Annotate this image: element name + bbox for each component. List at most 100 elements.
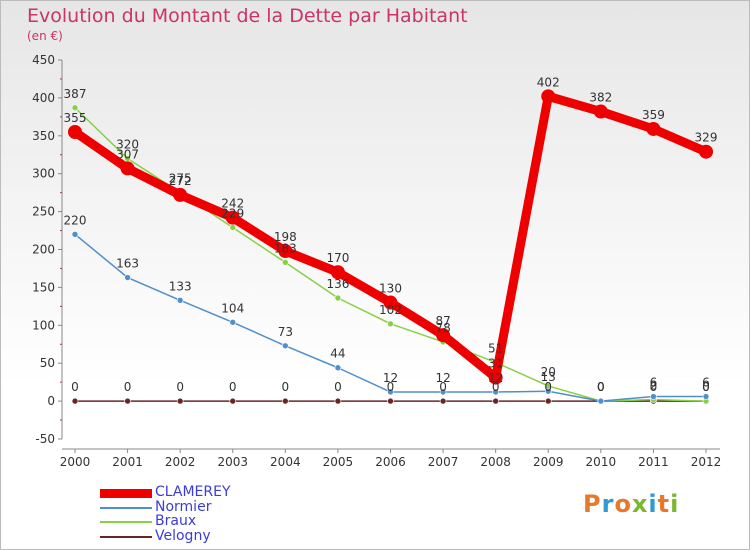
x-tick-label: 2007 <box>428 455 459 469</box>
data-label-braux: 2 <box>650 379 658 393</box>
point-velogny <box>282 397 289 405</box>
point-clamerey <box>699 144 713 159</box>
data-label-braux: 78 <box>435 321 450 335</box>
x-tick-label: 2000 <box>60 455 91 469</box>
data-label-clamerey: 242 <box>221 197 244 211</box>
data-label-clamerey: 198 <box>274 230 297 244</box>
logo-letter: i <box>648 490 658 518</box>
data-label-velogny: 0 <box>334 380 342 394</box>
point-normier <box>334 364 342 372</box>
proxiti-logo: Proxiti <box>583 490 679 518</box>
point-velogny <box>124 397 131 405</box>
data-label-braux: 387 <box>64 87 87 101</box>
point-clamerey <box>120 161 135 176</box>
data-label-normier: 12 <box>488 371 503 385</box>
data-label-clamerey: 307 <box>116 147 139 161</box>
logo-letter: i <box>670 490 680 518</box>
data-label-normier: 6 <box>702 376 710 390</box>
point-clamerey <box>278 244 293 259</box>
point-velogny <box>71 397 79 405</box>
data-label-clamerey: 382 <box>589 91 612 105</box>
legend-label: Braux <box>155 513 197 529</box>
data-label-clamerey: 359 <box>642 108 665 122</box>
data-label-clamerey: 272 <box>169 174 192 188</box>
data-label-braux: 183 <box>274 241 297 255</box>
x-tick-label: 2009 <box>533 455 564 469</box>
point-velogny <box>334 397 342 405</box>
data-label-braux: 0 <box>597 380 605 394</box>
point-clamerey <box>436 328 451 343</box>
data-label-braux: 102 <box>379 303 402 317</box>
data-label-clamerey: 329 <box>695 131 718 145</box>
point-clamerey <box>225 210 240 225</box>
point-clamerey <box>330 265 345 280</box>
data-label-normier: 73 <box>278 325 293 339</box>
x-tick-label: 2003 <box>217 455 248 469</box>
point-braux <box>282 259 289 266</box>
point-braux <box>71 104 79 112</box>
data-label-clamerey: 402 <box>537 75 560 89</box>
point-braux <box>387 320 394 328</box>
data-label-braux: 20 <box>541 365 556 379</box>
x-tick-label: 2005 <box>323 455 354 469</box>
y-tick-label: 250 <box>32 205 55 219</box>
logo-letter: o <box>614 490 632 518</box>
point-braux <box>229 224 237 231</box>
chart-title: Evolution du Montant de la Dette par Hab… <box>27 5 468 27</box>
logo-letter: t <box>657 490 671 518</box>
data-label-velogny: 0 <box>544 380 552 394</box>
data-label-velogny: 0 <box>387 380 395 394</box>
data-label-braux: 229 <box>221 207 244 221</box>
y-tick-label: 450 <box>32 53 55 67</box>
point-velogny <box>176 397 184 405</box>
data-label-normier: 6 <box>650 376 658 390</box>
data-label-braux: 320 <box>116 138 139 152</box>
y-tick-label: 150 <box>32 280 55 294</box>
data-label-braux: 136 <box>326 277 349 291</box>
series-line-braux <box>74 107 707 402</box>
point-clamerey <box>68 125 82 140</box>
point-normier <box>492 388 499 396</box>
legend-swatch <box>100 506 152 509</box>
x-tick-label: 2012 <box>691 455 722 469</box>
point-normier <box>650 393 657 400</box>
point-velogny <box>492 397 499 405</box>
data-label-clamerey: 130 <box>379 282 402 296</box>
y-tick-label: 350 <box>32 129 55 143</box>
point-normier <box>229 318 237 326</box>
data-label-normier: 44 <box>330 347 345 361</box>
data-label-velogny: 0 <box>439 380 447 394</box>
data-label-velogny: 0 <box>176 380 184 394</box>
data-label-velogny: 0 <box>650 380 658 394</box>
data-label-velogny: 0 <box>282 380 290 394</box>
x-tick-label: 2010 <box>586 455 617 469</box>
data-label-clamerey: 31 <box>488 357 503 371</box>
y-tick-label: -50 <box>35 432 55 446</box>
point-braux <box>334 294 342 302</box>
x-tick-label: 2004 <box>270 455 301 469</box>
point-clamerey <box>488 370 503 385</box>
point-clamerey <box>383 295 398 310</box>
point-clamerey <box>593 104 608 119</box>
point-velogny <box>229 397 237 405</box>
y-tick-label: 0 <box>47 394 55 408</box>
series-line-clamerey <box>70 91 711 383</box>
x-tick-label: 2006 <box>375 455 406 469</box>
data-labels: 3553072722421981701308731402382359329220… <box>64 75 718 394</box>
data-label-normier: 12 <box>383 371 398 385</box>
point-velogny <box>387 397 394 405</box>
y-tick-label: 400 <box>32 91 55 105</box>
legend-label: CLAMEREY <box>155 484 231 500</box>
point-normier <box>176 296 184 304</box>
y-tick-label: 50 <box>40 356 55 370</box>
data-label-clamerey: 87 <box>435 314 450 328</box>
data-label-normier: 13 <box>541 370 556 384</box>
logo-letter: P <box>583 490 602 518</box>
data-label-braux: 275 <box>169 172 192 186</box>
data-label-normier: 133 <box>169 279 192 293</box>
point-clamerey <box>173 187 188 202</box>
x-tick-label: 2002 <box>165 455 196 469</box>
data-label-clamerey: 355 <box>64 111 87 125</box>
